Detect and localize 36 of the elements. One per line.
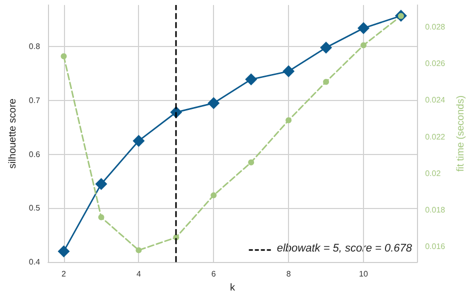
point [60, 53, 67, 60]
point [245, 73, 258, 86]
point [208, 97, 220, 110]
point [210, 192, 217, 198]
point [132, 134, 145, 147]
y-tick-label: 0.8 [28, 42, 41, 51]
point [320, 42, 332, 54]
point [95, 178, 108, 190]
y2-tick-label: 0.02 [425, 168, 442, 178]
point [58, 245, 70, 258]
y-tick-label: 0.4 [28, 258, 41, 267]
y2-tick-label: 0.028 [425, 22, 446, 32]
y2-tick-label: 0.022 [425, 132, 446, 142]
point [136, 247, 142, 254]
point [98, 214, 104, 220]
y2-tick-label: 0.018 [425, 205, 446, 214]
y-tick-label: 0.6 [28, 150, 41, 159]
x-tick-label: 8 [286, 270, 292, 279]
y2-tick-label: 0.024 [425, 96, 446, 105]
x-axis-title: k [230, 282, 236, 294]
x-tick-label: 10 [359, 270, 368, 279]
x-tick-label: 6 [211, 270, 216, 279]
point [323, 78, 330, 85]
point [282, 65, 295, 78]
y2-axis-title: fit time (seconds) [456, 95, 466, 172]
y-axis-title: silhouette score [8, 98, 18, 169]
point [248, 159, 254, 166]
y2-tick-label: 0.026 [425, 59, 446, 68]
point [286, 117, 292, 124]
x-tick-label: 4 [136, 270, 142, 279]
point [360, 42, 366, 48]
point [358, 22, 370, 34]
y-tick-label: 0.7 [28, 96, 41, 105]
y-tick-label: 0.5 [28, 204, 41, 213]
y2-tick-label: 0.016 [425, 242, 446, 252]
x-tick-label: 2 [62, 270, 67, 279]
